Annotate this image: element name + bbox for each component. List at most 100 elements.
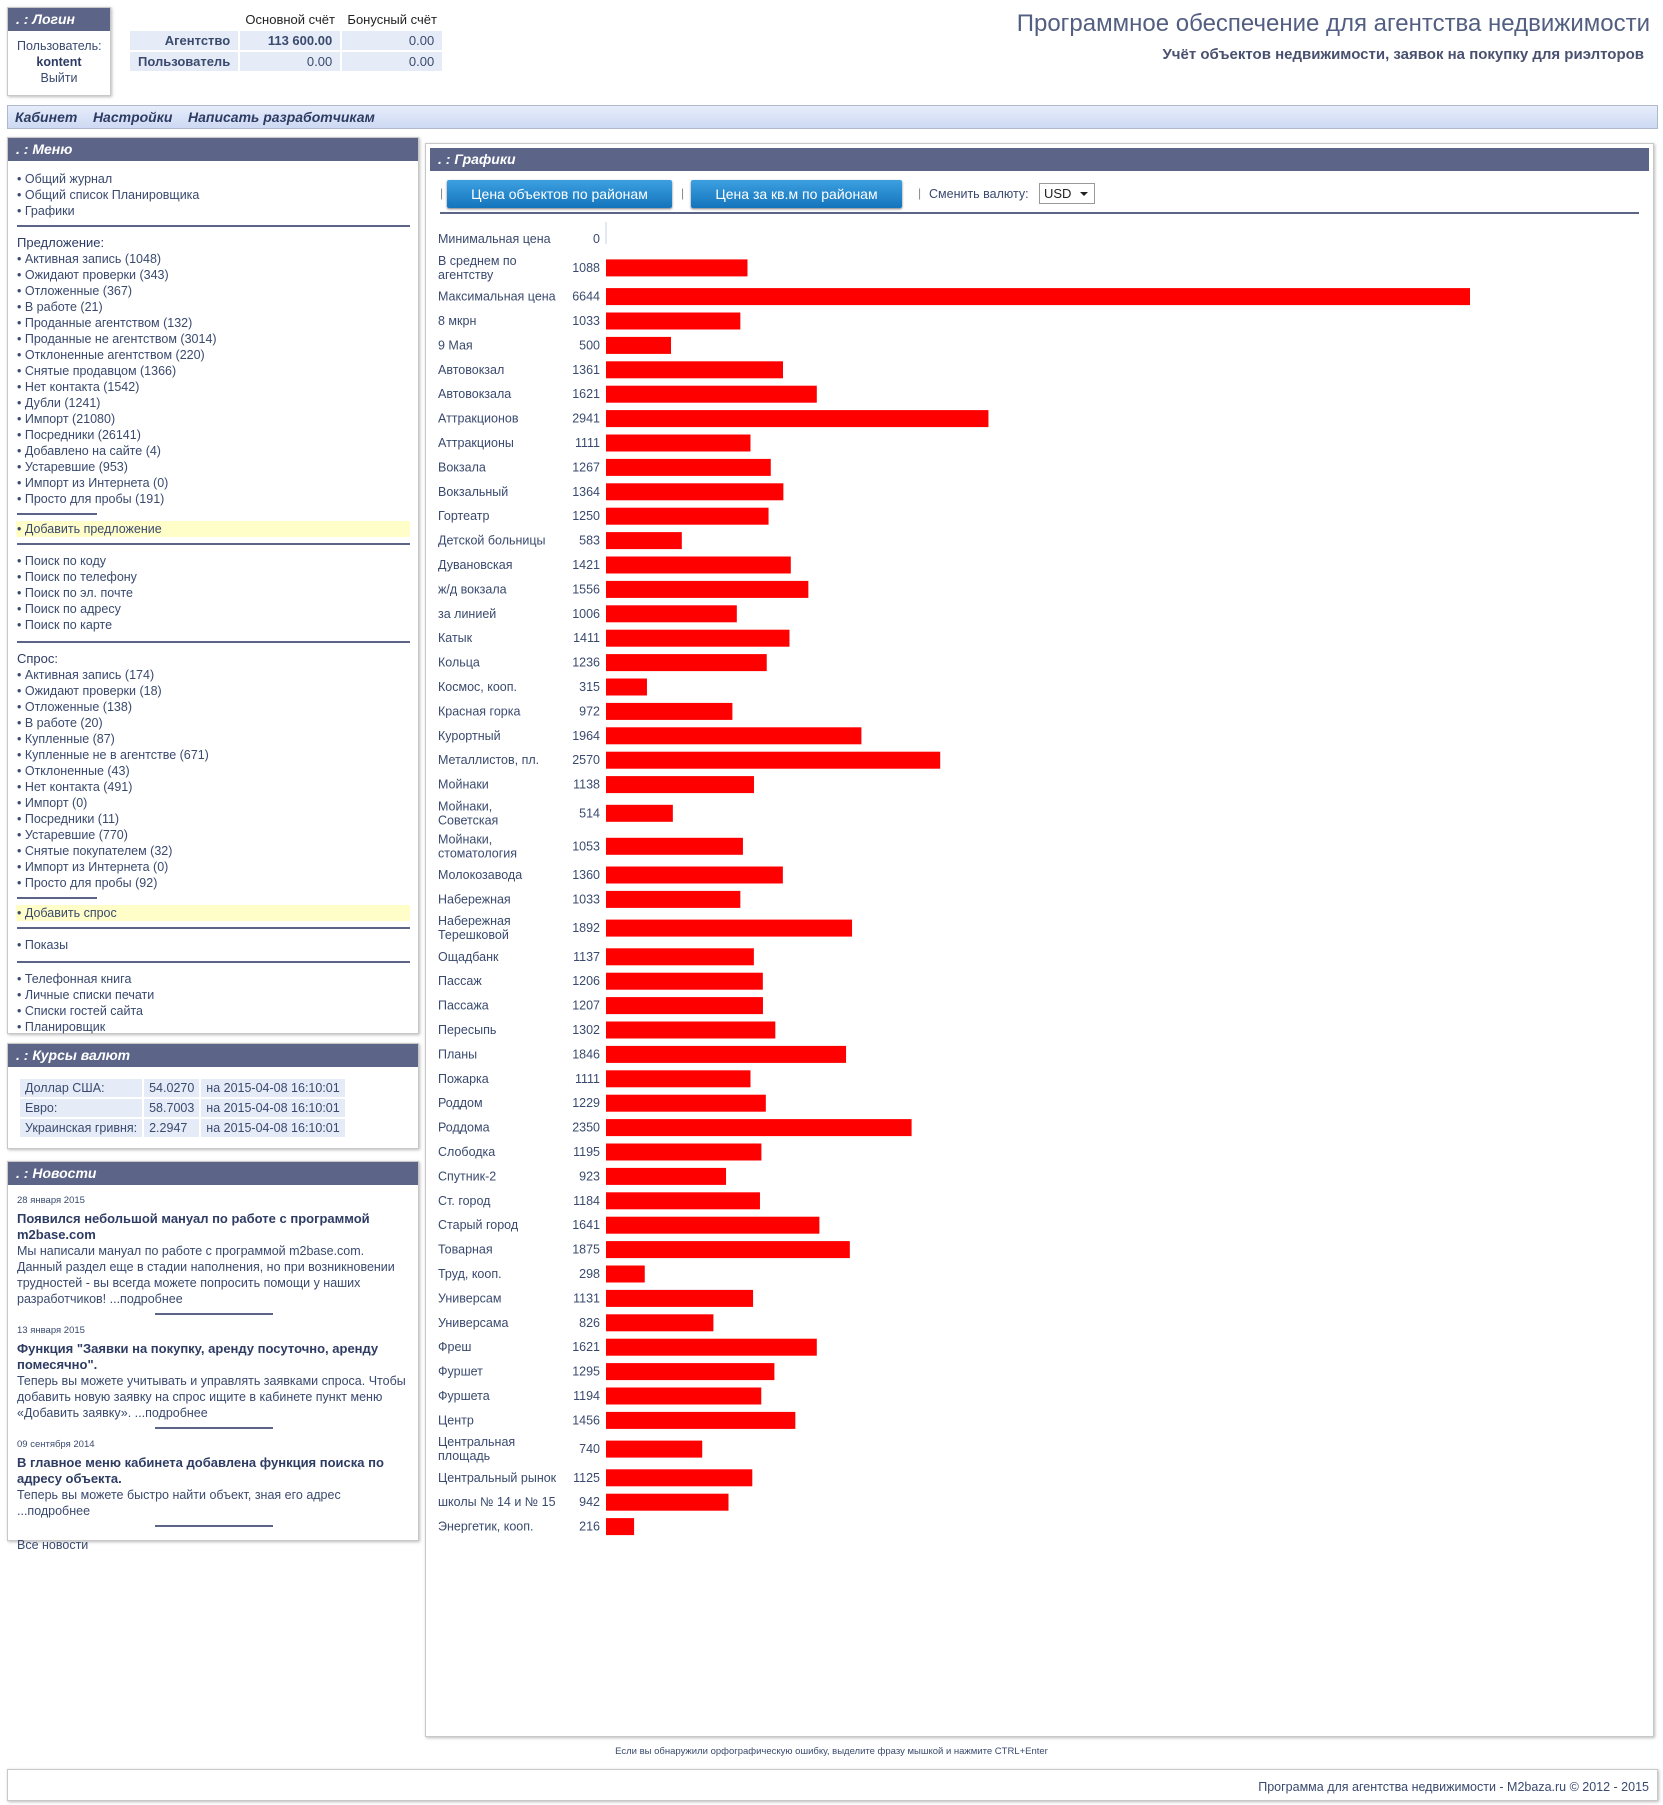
search-item-label[interactable]: Поиск по телефону [24, 570, 137, 584]
demand-item-label[interactable]: Нет контакта (491) [24, 780, 133, 794]
demand-item-label[interactable]: Снятые покупателем (32) [24, 844, 173, 858]
search-item[interactable]: • Поиск по карте [17, 618, 113, 632]
demand-item-label[interactable]: Импорт из Интернета (0) [24, 860, 169, 874]
offer-item[interactable]: • Отклоненные агентством (220) [17, 348, 205, 362]
offer-item-label[interactable]: Дубли (1241) [24, 396, 101, 410]
price-by-district-button[interactable]: Цена объектов по районам [447, 180, 672, 208]
offer-item[interactable]: • Отложенные (367) [17, 284, 132, 298]
misc-item-label[interactable]: Планировщик [24, 1020, 106, 1034]
offer-item-label[interactable]: Посредники (26141) [24, 428, 141, 442]
demand-item-label[interactable]: Отложенные (138) [24, 700, 132, 714]
offer-item-label[interactable]: Импорт из Интернета (0) [24, 476, 169, 490]
add-offer-link[interactable]: Добавить предложение [24, 522, 162, 536]
misc-item[interactable]: • Личные списки печати [17, 988, 155, 1002]
offer-item-label[interactable]: Отложенные (367) [24, 284, 132, 298]
menu-item[interactable]: • Общий список Планировщика [17, 188, 200, 202]
all-news-link[interactable]: Все новости [17, 1538, 89, 1552]
menu-item-label[interactable]: Общий журнал [24, 172, 113, 186]
demand-item[interactable]: • Активная запись (174) [17, 668, 155, 682]
search-item[interactable]: • Поиск по телефону [17, 570, 137, 584]
offer-item-label[interactable]: Нет контакта (1542) [24, 380, 140, 394]
demand-item[interactable]: • Посредники (11) [17, 812, 120, 826]
demand-item-label[interactable]: Отклоненные (43) [24, 764, 130, 778]
search-item-label[interactable]: Поиск по коду [24, 554, 106, 568]
menu-item[interactable]: • Графики [17, 204, 75, 218]
offer-item-label[interactable]: Добавлено на сайте (4) [24, 444, 161, 458]
nav-write-developers[interactable]: Написать разработчикам [188, 109, 375, 125]
offer-item[interactable]: • Нет контакта (1542) [17, 380, 140, 394]
offer-item-label[interactable]: Снятые продавцом (1366) [24, 364, 177, 378]
demand-item[interactable]: • Импорт из Интернета (0) [17, 860, 169, 874]
demand-item[interactable]: • В работе (20) [17, 716, 103, 730]
misc-item[interactable]: • Списки гостей сайта [17, 1004, 144, 1018]
demand-item-label[interactable]: Устаревшие (770) [24, 828, 128, 842]
demand-item-label[interactable]: Купленные не в агентстве (671) [24, 748, 209, 762]
misc-item-label[interactable]: Личные списки печати [24, 988, 155, 1002]
search-item-label[interactable]: Поиск по эл. почте [24, 586, 134, 600]
offer-item-label[interactable]: Отклоненные агентством (220) [24, 348, 205, 362]
offer-item[interactable]: • Импорт (21080) [17, 412, 116, 426]
demand-item[interactable]: • Купленные не в агентстве (671) [17, 748, 209, 762]
offer-item-label[interactable]: Активная запись (1048) [24, 252, 162, 266]
offer-item[interactable]: • В работе (21) [17, 300, 103, 314]
search-item[interactable]: • Поиск по адресу [17, 602, 121, 616]
offer-item[interactable]: • Снятые продавцом (1366) [17, 364, 177, 378]
demand-item[interactable]: • Устаревшие (770) [17, 828, 128, 842]
offer-item-label[interactable]: Проданные агентством (132) [24, 316, 193, 330]
news-more-link[interactable]: ...подробнее [134, 1406, 208, 1420]
news-headline[interactable]: Функция "Заявки на покупку, аренду посут… [17, 1341, 379, 1372]
nav-cabinet[interactable]: Кабинет [15, 109, 78, 125]
demand-item[interactable]: • Импорт (0) [17, 796, 88, 810]
search-item[interactable]: • Поиск по коду [17, 554, 106, 568]
offer-item[interactable]: • Проданные агентством (132) [17, 316, 193, 330]
news-more-link[interactable]: ...подробнее [17, 1504, 91, 1518]
demand-item[interactable]: • Отклоненные (43) [17, 764, 130, 778]
offer-item[interactable]: • Добавлено на сайте (4) [17, 444, 161, 458]
offer-item-label[interactable]: Устаревшие (953) [24, 460, 128, 474]
nav-settings[interactable]: Настройки [92, 109, 173, 125]
demand-item[interactable]: • Отложенные (138) [17, 700, 132, 714]
demand-item-label[interactable]: Просто для пробы (92) [24, 876, 158, 890]
offer-item-label[interactable]: Импорт (21080) [24, 412, 116, 426]
menu-item-label[interactable]: Графики [24, 204, 75, 218]
search-item-label[interactable]: Поиск по адресу [24, 602, 121, 616]
offer-item[interactable]: • Посредники (26141) [17, 428, 141, 442]
demand-item-label[interactable]: В работе (20) [24, 716, 103, 730]
misc-item[interactable]: • Телефонная книга [17, 972, 132, 986]
news-headline[interactable]: В главное меню кабинета добавлена функци… [17, 1455, 384, 1486]
search-item-label[interactable]: Поиск по карте [24, 618, 113, 632]
demand-item[interactable]: • Купленные (87) [17, 732, 115, 746]
demand-item-label[interactable]: Активная запись (174) [24, 668, 155, 682]
offer-item[interactable]: • Ожидают проверки (343) [17, 268, 169, 282]
offer-item[interactable]: • Дубли (1241) [17, 396, 101, 410]
add-demand-link[interactable]: Добавить спрос [24, 906, 117, 920]
menu-item[interactable]: • Общий журнал [17, 172, 113, 186]
shows-link[interactable]: Показы [24, 938, 69, 952]
misc-item-label[interactable]: Телефонная книга [24, 972, 132, 986]
offer-item-label[interactable]: Просто для пробы (191) [24, 492, 165, 506]
demand-item[interactable]: • Снятые покупателем (32) [17, 844, 173, 858]
offer-item[interactable]: • Просто для пробы (191) [17, 492, 165, 506]
demand-item-label[interactable]: Ожидают проверки (18) [24, 684, 162, 698]
demand-item-label[interactable]: Импорт (0) [24, 796, 88, 810]
misc-item-label[interactable]: Списки гостей сайта [24, 1004, 144, 1018]
price-per-sqm-button[interactable]: Цена за кв.м по районам [691, 180, 902, 208]
misc-item[interactable]: • Планировщик [17, 1020, 106, 1034]
offer-item[interactable]: • Устаревшие (953) [17, 460, 128, 474]
demand-item[interactable]: • Ожидают проверки (18) [17, 684, 162, 698]
offer-item[interactable]: • Активная запись (1048) [17, 252, 162, 266]
menu-item-label[interactable]: Общий список Планировщика [24, 188, 200, 202]
offer-item-label[interactable]: Ожидают проверки (343) [24, 268, 169, 282]
offer-item[interactable]: • Проданные не агентством (3014) [17, 332, 217, 346]
offer-item-label[interactable]: В работе (21) [24, 300, 103, 314]
demand-item[interactable]: • Просто для пробы (92) [17, 876, 158, 890]
news-more-link[interactable]: ...подробнее [109, 1292, 183, 1306]
currency-select[interactable]: USD [1039, 183, 1095, 204]
offer-item-label[interactable]: Проданные не агентством (3014) [24, 332, 217, 346]
logout-link[interactable]: Выйти [40, 71, 78, 85]
demand-item-label[interactable]: Посредники (11) [24, 812, 120, 826]
news-headline[interactable]: Появился небольшой мануал по работе с пр… [17, 1211, 370, 1242]
search-item[interactable]: • Поиск по эл. почте [17, 586, 134, 600]
offer-item[interactable]: • Импорт из Интернета (0) [17, 476, 169, 490]
demand-item[interactable]: • Нет контакта (491) [17, 780, 133, 794]
